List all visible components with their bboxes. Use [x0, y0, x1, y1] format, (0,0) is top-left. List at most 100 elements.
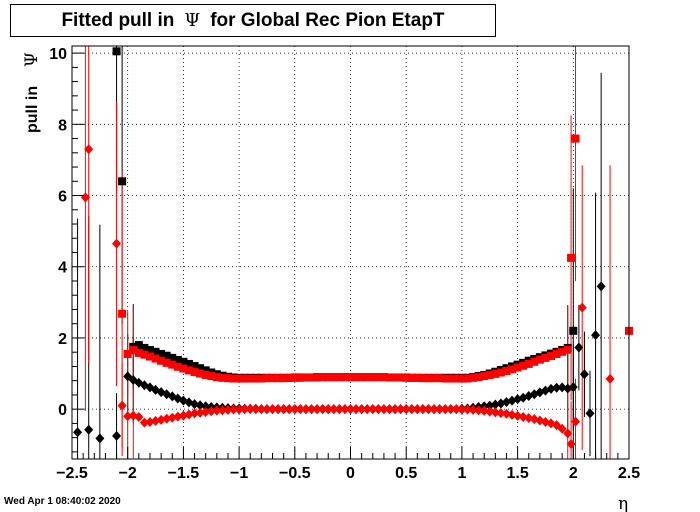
data-point-square [118, 309, 127, 318]
data-point-square [184, 366, 193, 375]
x-tick-label: −1 [230, 465, 248, 482]
data-point-square [530, 357, 539, 366]
data-point-square [571, 134, 580, 143]
data-point-diamond [490, 399, 500, 410]
axes: −2.5 −2 −1.5 −1 −0.5 0 0.5 1 1.5 2 2.5 0 2 4 6 8 10 [49, 46, 640, 482]
data-point-square [418, 374, 427, 383]
data-point-square [190, 368, 199, 377]
data-point-diamond [566, 439, 576, 450]
y-tick-label: 10 [49, 46, 67, 63]
data-point-diamond [145, 416, 155, 427]
data-point-diamond [546, 383, 556, 394]
data-point-diamond [396, 404, 406, 415]
chart-title-psi: Ψ [184, 10, 201, 31]
data-point-square [179, 357, 188, 366]
data-point-square [196, 364, 205, 373]
data-point-diamond [156, 414, 166, 425]
y-tick-label: 8 [58, 117, 67, 134]
data-point-square [435, 374, 444, 383]
data-point-square [335, 373, 344, 382]
data-point-square [301, 373, 310, 382]
data-point-diamond [190, 408, 200, 419]
data-point-square [474, 373, 483, 382]
y-tick-label: 4 [58, 260, 67, 277]
data-point-diamond [95, 433, 105, 444]
x-tick-label: −2 [119, 465, 137, 482]
data-point-diamond [351, 404, 361, 415]
data-point-diamond [301, 404, 311, 415]
y-axis-label: pull in [24, 86, 41, 133]
data-point-diamond [362, 404, 372, 415]
error-bars [77, 46, 630, 459]
data-point-diamond [307, 404, 317, 415]
x-tick-label: 0 [346, 465, 355, 482]
x-tick-label: 2 [569, 465, 578, 482]
data-point-square [134, 348, 143, 357]
data-point-square [134, 341, 143, 350]
data-point-square [201, 366, 210, 375]
data-point-square [569, 326, 578, 335]
y-tick-label: 0 [58, 402, 67, 419]
x-tick-label: 1 [457, 465, 466, 482]
data-point-square [457, 374, 466, 383]
data-point-square [340, 373, 349, 382]
data-point-diamond [496, 408, 506, 419]
data-point-diamond [195, 407, 205, 418]
chart-title-suffix: for Global Rec Pion EtapT [210, 9, 445, 31]
data-point-square [285, 373, 294, 382]
chart-title-prefix: Fitted pull in [61, 9, 175, 31]
data-point-square [396, 373, 405, 382]
data-point-square [313, 373, 322, 382]
data-point-diamond [112, 238, 122, 249]
data-points [73, 47, 633, 450]
data-point-square [118, 177, 127, 186]
data-point-diamond [84, 424, 94, 435]
data-point-diamond [251, 404, 261, 415]
data-point-diamond [563, 428, 573, 439]
data-point-diamond [212, 405, 222, 416]
y-axis-label-psi: Ψ [22, 52, 42, 67]
data-point-diamond [568, 382, 578, 393]
data-point-square [363, 373, 372, 382]
data-point-diamond [346, 404, 355, 415]
data-point-square [558, 347, 567, 356]
data-point-diamond [234, 404, 244, 415]
data-point-square [190, 362, 199, 371]
data-point-square [368, 373, 377, 382]
data-point-diamond [384, 404, 394, 415]
data-point-diamond [577, 302, 587, 313]
data-point-diamond [262, 404, 272, 415]
data-point-diamond [507, 409, 517, 420]
data-point-diamond [423, 404, 433, 415]
x-axis-label: η [618, 494, 628, 512]
data-point-square [168, 360, 177, 369]
data-point-diamond [552, 382, 562, 393]
data-point-diamond [284, 404, 294, 415]
data-point-diamond [462, 404, 472, 415]
data-point-diamond [596, 281, 606, 292]
data-point-square [173, 356, 182, 365]
data-point-diamond [279, 404, 289, 415]
data-point-diamond [162, 413, 172, 424]
data-point-diamond [571, 416, 581, 427]
data-point-square [547, 352, 556, 361]
data-point-diamond [184, 409, 194, 420]
data-point-square [391, 373, 400, 382]
data-point-diamond [195, 400, 205, 411]
chart-title: Fitted pull in Ψ for Global Rec Pion Eta… [10, 4, 496, 37]
data-point-square [424, 374, 433, 383]
data-point-diamond [190, 399, 200, 410]
x-tick-label: −1.5 [168, 465, 200, 482]
data-point-square [229, 374, 238, 383]
data-point-square [223, 374, 232, 383]
data-point-diamond [206, 406, 216, 417]
data-point-diamond [479, 405, 489, 416]
data-point-square [196, 369, 205, 378]
data-point-square [374, 373, 383, 382]
data-point-square [112, 47, 121, 56]
data-point-diamond [323, 404, 333, 415]
data-point-square [329, 373, 338, 382]
data-point-diamond [201, 401, 211, 412]
data-point-square [463, 374, 472, 383]
